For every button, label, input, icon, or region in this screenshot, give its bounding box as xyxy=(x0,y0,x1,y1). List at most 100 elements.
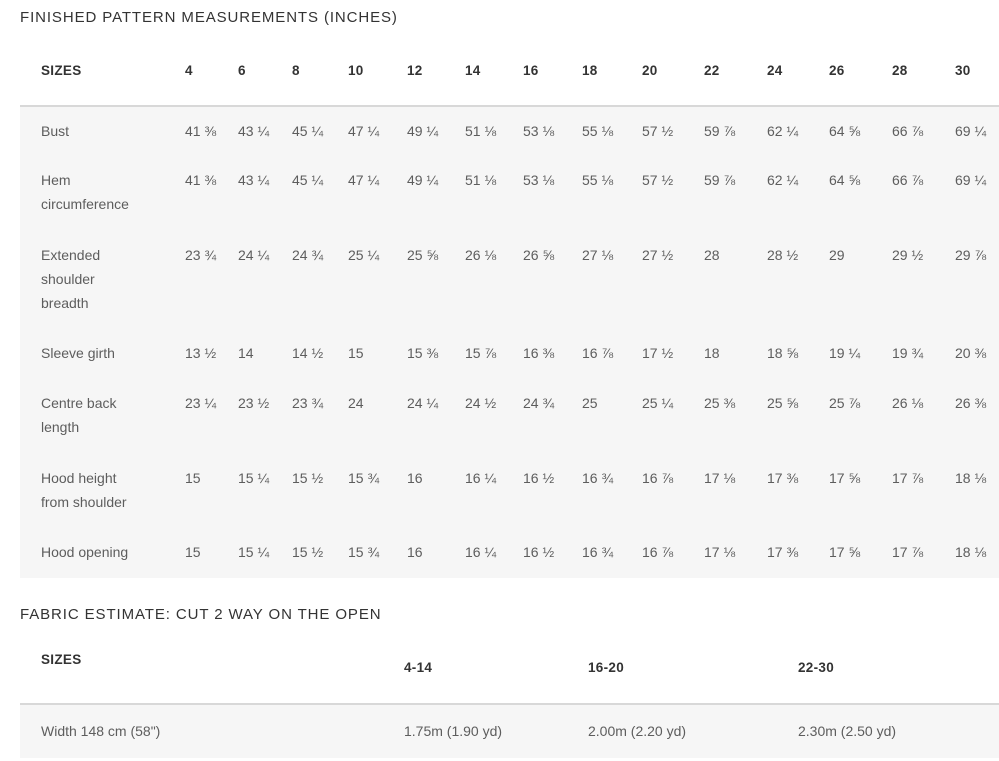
measurement-cell: 23 ¾ xyxy=(185,247,217,263)
size-header: 8 xyxy=(292,37,348,107)
size-header: 14 xyxy=(465,37,523,107)
row-label: Sleeve girth xyxy=(41,345,115,361)
measurement-cell: 29 xyxy=(829,247,845,263)
size-header: 12 xyxy=(407,37,465,107)
measurement-cell: 17 ⅛ xyxy=(704,470,736,486)
table-row: Hem circumference 41 ⅜ 43 ¼ 45 ¼ 47 ¼ 49 ¼ 51 … xyxy=(20,156,999,231)
measurement-cell: 25 ⅝ xyxy=(767,395,799,411)
measurement-cell: 15 ⅞ xyxy=(465,345,497,361)
measurement-cell: 43 ¼ xyxy=(238,172,270,188)
measurement-cell: 51 ⅛ xyxy=(465,123,497,139)
measurement-cell: 17 ⅜ xyxy=(767,470,799,486)
measurement-cell: 66 ⅞ xyxy=(892,123,924,139)
measurement-cell: 16 ⅞ xyxy=(642,470,674,486)
measurement-cell: 59 ⅞ xyxy=(704,123,736,139)
measurement-cell: 23 ½ xyxy=(238,395,270,411)
measurement-cell: 18 xyxy=(704,345,720,361)
table-row: Centre back length 23 ¼ 23 ½ 23 ¾ 24 24 ¼ 24 ½… xyxy=(20,379,999,454)
fabric-estimate-table: SIZES 4-14 16-20 22-30 Width 148 cm (58"… xyxy=(20,633,999,758)
measurement-cell: 43 ¼ xyxy=(238,123,270,139)
size-range-header: 4-14 xyxy=(404,633,588,705)
measurement-cell: 15 xyxy=(348,345,364,361)
table-row: Sleeve girth 13 ½ 14 14 ½ 15 15 ⅜ 15 ⅞ 16 ⅜ 16 ⅞… xyxy=(20,329,999,379)
measurement-cell: 47 ¼ xyxy=(348,172,380,188)
measurement-cell: 27 ⅛ xyxy=(582,247,614,263)
measurement-cell: 25 ⅝ xyxy=(407,247,439,263)
table-row: Hood height from shoulder 15 15 ¼ 15 ½ 15 ¾ 1… xyxy=(20,454,999,528)
measurement-cell: 15 ¼ xyxy=(238,544,270,560)
measurement-cell: 24 ¼ xyxy=(238,247,270,263)
measurement-cell: 26 ⅝ xyxy=(523,247,555,263)
measurement-cell: 57 ½ xyxy=(642,172,674,188)
fabric-header-row: SIZES 4-14 16-20 22-30 xyxy=(20,633,999,705)
row-label: Hem circumference xyxy=(41,172,129,212)
measurement-cell: 18 ⅛ xyxy=(955,544,987,560)
sizes-header: SIZES xyxy=(20,37,185,107)
measurement-cell: 17 ⅜ xyxy=(767,544,799,560)
measurement-cell: 41 ⅜ xyxy=(185,123,217,139)
measurement-cell: 25 ⅞ xyxy=(829,395,861,411)
measurement-cell: 53 ⅛ xyxy=(523,123,555,139)
measurement-cell: 29 ⅞ xyxy=(955,247,987,263)
size-header: 6 xyxy=(238,37,292,107)
measurement-cell: 16 xyxy=(407,470,423,486)
measurement-cell: 25 xyxy=(582,395,598,411)
size-range-header: 22-30 xyxy=(798,633,999,705)
measurement-cell: 55 ⅛ xyxy=(582,172,614,188)
sizes-header: SIZES xyxy=(20,633,404,705)
measurement-cell: 15 ½ xyxy=(292,544,324,560)
measurement-cell: 16 ½ xyxy=(523,470,555,486)
measurement-cell: 14 xyxy=(238,345,254,361)
measurement-cell: 15 ¾ xyxy=(348,544,380,560)
size-header: 10 xyxy=(348,37,407,107)
measurement-cell: 64 ⅝ xyxy=(829,172,861,188)
size-header: 18 xyxy=(582,37,642,107)
measurement-cell: 18 ⅝ xyxy=(767,345,799,361)
measurement-cell: 62 ¼ xyxy=(767,172,799,188)
measurement-cell: 49 ¼ xyxy=(407,123,439,139)
row-label: Width 148 cm (58") xyxy=(41,723,161,739)
measurement-cell: 24 ¼ xyxy=(407,395,439,411)
measurements-title: FINISHED PATTERN MEASUREMENTS (INCHES) xyxy=(20,9,398,26)
measurement-cell: 17 ⅝ xyxy=(829,544,861,560)
fabric-amount-cell: 2.00m (2.20 yd) xyxy=(588,723,687,739)
measurement-cell: 24 ¾ xyxy=(292,247,324,263)
measurement-cell: 15 ⅜ xyxy=(407,345,439,361)
measurement-cell: 27 ½ xyxy=(642,247,674,263)
size-header: 4 xyxy=(185,37,238,107)
measurement-cell: 23 ¼ xyxy=(185,395,217,411)
measurement-cell: 16 ½ xyxy=(523,544,555,560)
measurement-cell: 28 xyxy=(704,247,720,263)
measurement-cell: 15 ¾ xyxy=(348,470,380,486)
measurement-cell: 17 ⅞ xyxy=(892,544,924,560)
measurement-cell: 23 ¾ xyxy=(292,395,324,411)
measurement-cell: 24 ½ xyxy=(465,395,497,411)
measurement-cell: 16 ¼ xyxy=(465,544,497,560)
measurement-cell: 16 ⅞ xyxy=(582,345,614,361)
measurement-cell: 55 ⅛ xyxy=(582,123,614,139)
measurement-cell: 69 ¼ xyxy=(955,172,987,188)
size-header: 16 xyxy=(523,37,582,107)
measurement-cell: 16 ⅜ xyxy=(523,345,555,361)
measurement-cell: 62 ¼ xyxy=(767,123,799,139)
measurement-cell: 20 ⅜ xyxy=(955,345,987,361)
table-row: Extended shoulder breadth 23 ¾ 24 ¼ 24 ¾ 25 … xyxy=(20,231,999,329)
measurement-cell: 29 ½ xyxy=(892,247,924,263)
measurement-cell: 18 ⅛ xyxy=(955,470,987,486)
row-label: Hood height from shoulder xyxy=(41,470,127,510)
measurement-cell: 19 ¾ xyxy=(892,345,924,361)
row-label: Centre back length xyxy=(41,395,117,435)
measurement-cell: 25 ¼ xyxy=(642,395,674,411)
measurement-cell: 26 ⅜ xyxy=(955,395,987,411)
size-header: 28 xyxy=(892,37,955,107)
measurement-cell: 15 xyxy=(185,470,201,486)
measurement-cell: 25 ¼ xyxy=(348,247,380,263)
measurement-cell: 26 ⅛ xyxy=(465,247,497,263)
table-row: Bust 41 ⅜ 43 ¼ 45 ¼ 47 ¼ 49 ¼ 51 ⅛ 53 ⅛ 55 ⅛ 57 ½… xyxy=(20,106,999,156)
measurement-cell: 51 ⅛ xyxy=(465,172,497,188)
measurement-cell: 64 ⅝ xyxy=(829,123,861,139)
measurement-cell: 19 ¼ xyxy=(829,345,861,361)
row-label: Hood opening xyxy=(41,544,129,560)
measurement-cell: 13 ½ xyxy=(185,345,217,361)
measurement-cell: 66 ⅞ xyxy=(892,172,924,188)
